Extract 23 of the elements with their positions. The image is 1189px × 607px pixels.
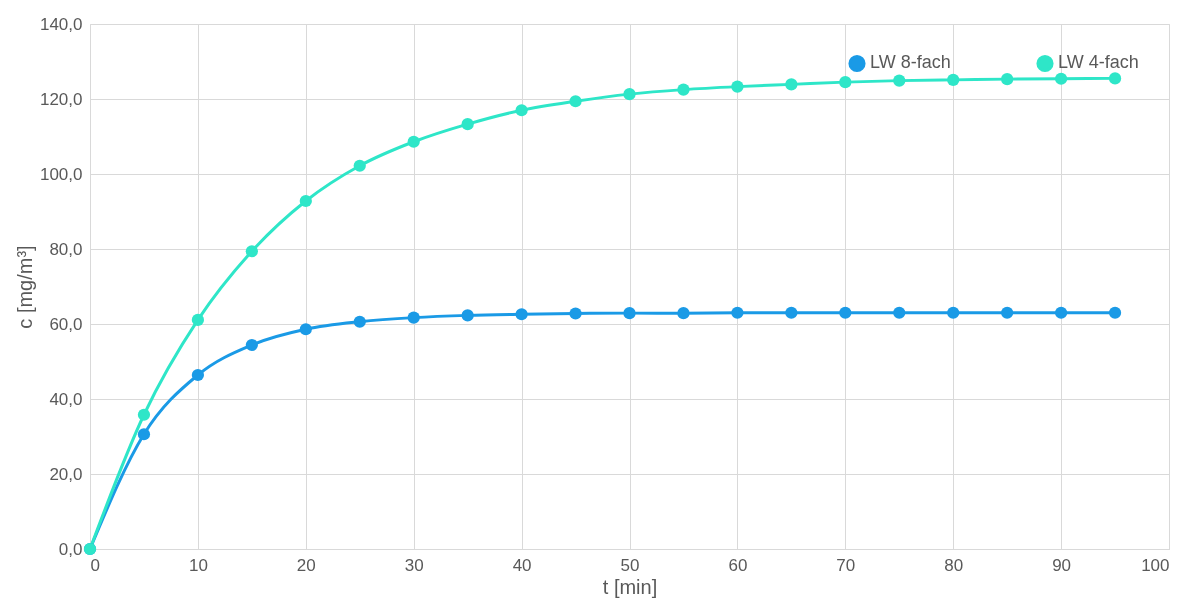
y-tick-label: 40,0 <box>49 389 83 409</box>
x-tick-label: 10 <box>188 555 208 575</box>
x-tick-label: 50 <box>620 555 640 575</box>
x-tick-label: 90 <box>1052 555 1072 575</box>
legend-label: LW 8-fach <box>870 52 951 73</box>
x-tick-label: 30 <box>404 555 424 575</box>
x-tick-label: 70 <box>836 555 856 575</box>
y-tick-label: 120,0 <box>39 89 83 109</box>
x-tick-label: 60 <box>728 555 748 575</box>
x-tick-label: 80 <box>944 555 964 575</box>
x-tick-label: 40 <box>512 555 532 575</box>
x-tick-label: 100 <box>1141 555 1170 575</box>
x-axis-title: t [min] <box>602 575 658 598</box>
y-tick-label: 0,0 <box>58 539 83 559</box>
x-tick-label: 0 <box>90 555 100 575</box>
y-tick-label: 140,0 <box>39 14 83 34</box>
y-tick-label: 20,0 <box>49 464 83 484</box>
y-tick-label: 80,0 <box>49 239 83 259</box>
y-tick-label: 100,0 <box>39 164 83 184</box>
y-axis-title: c [mg/m³] <box>13 245 36 329</box>
x-tick-label: 20 <box>296 555 316 575</box>
legend-label: LW 4-fach <box>1058 52 1139 73</box>
y-tick-label: 60,0 <box>49 314 83 334</box>
